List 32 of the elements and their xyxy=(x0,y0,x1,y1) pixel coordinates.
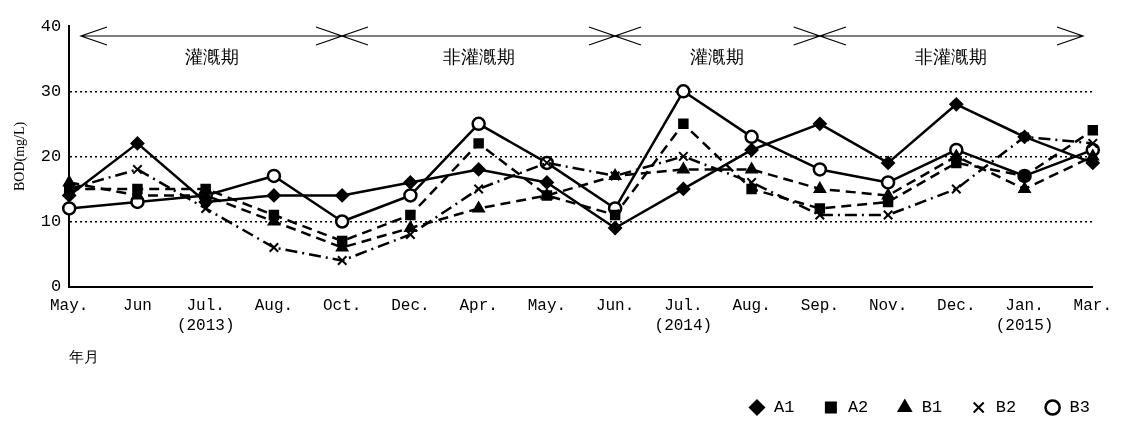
y-axis-title: BOD(mg/L) xyxy=(12,121,29,192)
x-tick-label: Jul. (2013) xyxy=(176,297,235,335)
legend-label: A1 xyxy=(773,398,795,417)
x-tick-label: Aug. xyxy=(732,297,771,316)
x-tick-label: Jun xyxy=(123,297,152,316)
x-tick-label: May. xyxy=(527,297,567,316)
annotation: 灌漑期 xyxy=(183,45,240,69)
x-tick-label: Oct. xyxy=(322,297,362,316)
x-tick-label: Jul. (2014) xyxy=(654,297,713,335)
annotation: 非灌漑期 xyxy=(914,45,989,69)
x-tick-label: May. xyxy=(50,297,89,316)
x-tick-label: Dec. xyxy=(937,297,976,316)
x-tick-label: Apr. xyxy=(459,297,498,316)
x-tick-label: Jun. xyxy=(595,297,635,316)
legend-label: B3 xyxy=(1069,398,1090,417)
legend-label: A2 xyxy=(847,398,869,417)
annotation: 非灌漑期 xyxy=(441,45,516,69)
x-tick-label: Sep. xyxy=(800,297,840,316)
annotation: 灌漑期 xyxy=(689,45,746,69)
y-tick-label: 40 xyxy=(40,16,62,36)
x-tick-label: Mar. xyxy=(1073,297,1112,316)
legend-label: B2 xyxy=(995,398,1017,417)
legend-label: B1 xyxy=(921,398,943,417)
x-tick-label: Dec. xyxy=(391,297,430,316)
y-tick-label: 20 xyxy=(40,146,62,166)
y-tick-label: 0 xyxy=(51,277,62,297)
y-tick-label: 30 xyxy=(40,81,62,101)
x-tick-label: Aug. xyxy=(254,297,294,316)
y-tick-label: 10 xyxy=(40,212,62,231)
x-tick-label: Nov. xyxy=(868,297,908,316)
x-tick-label: Jan. (2015) xyxy=(995,297,1054,335)
x-axis-title: 年月 xyxy=(69,348,100,365)
